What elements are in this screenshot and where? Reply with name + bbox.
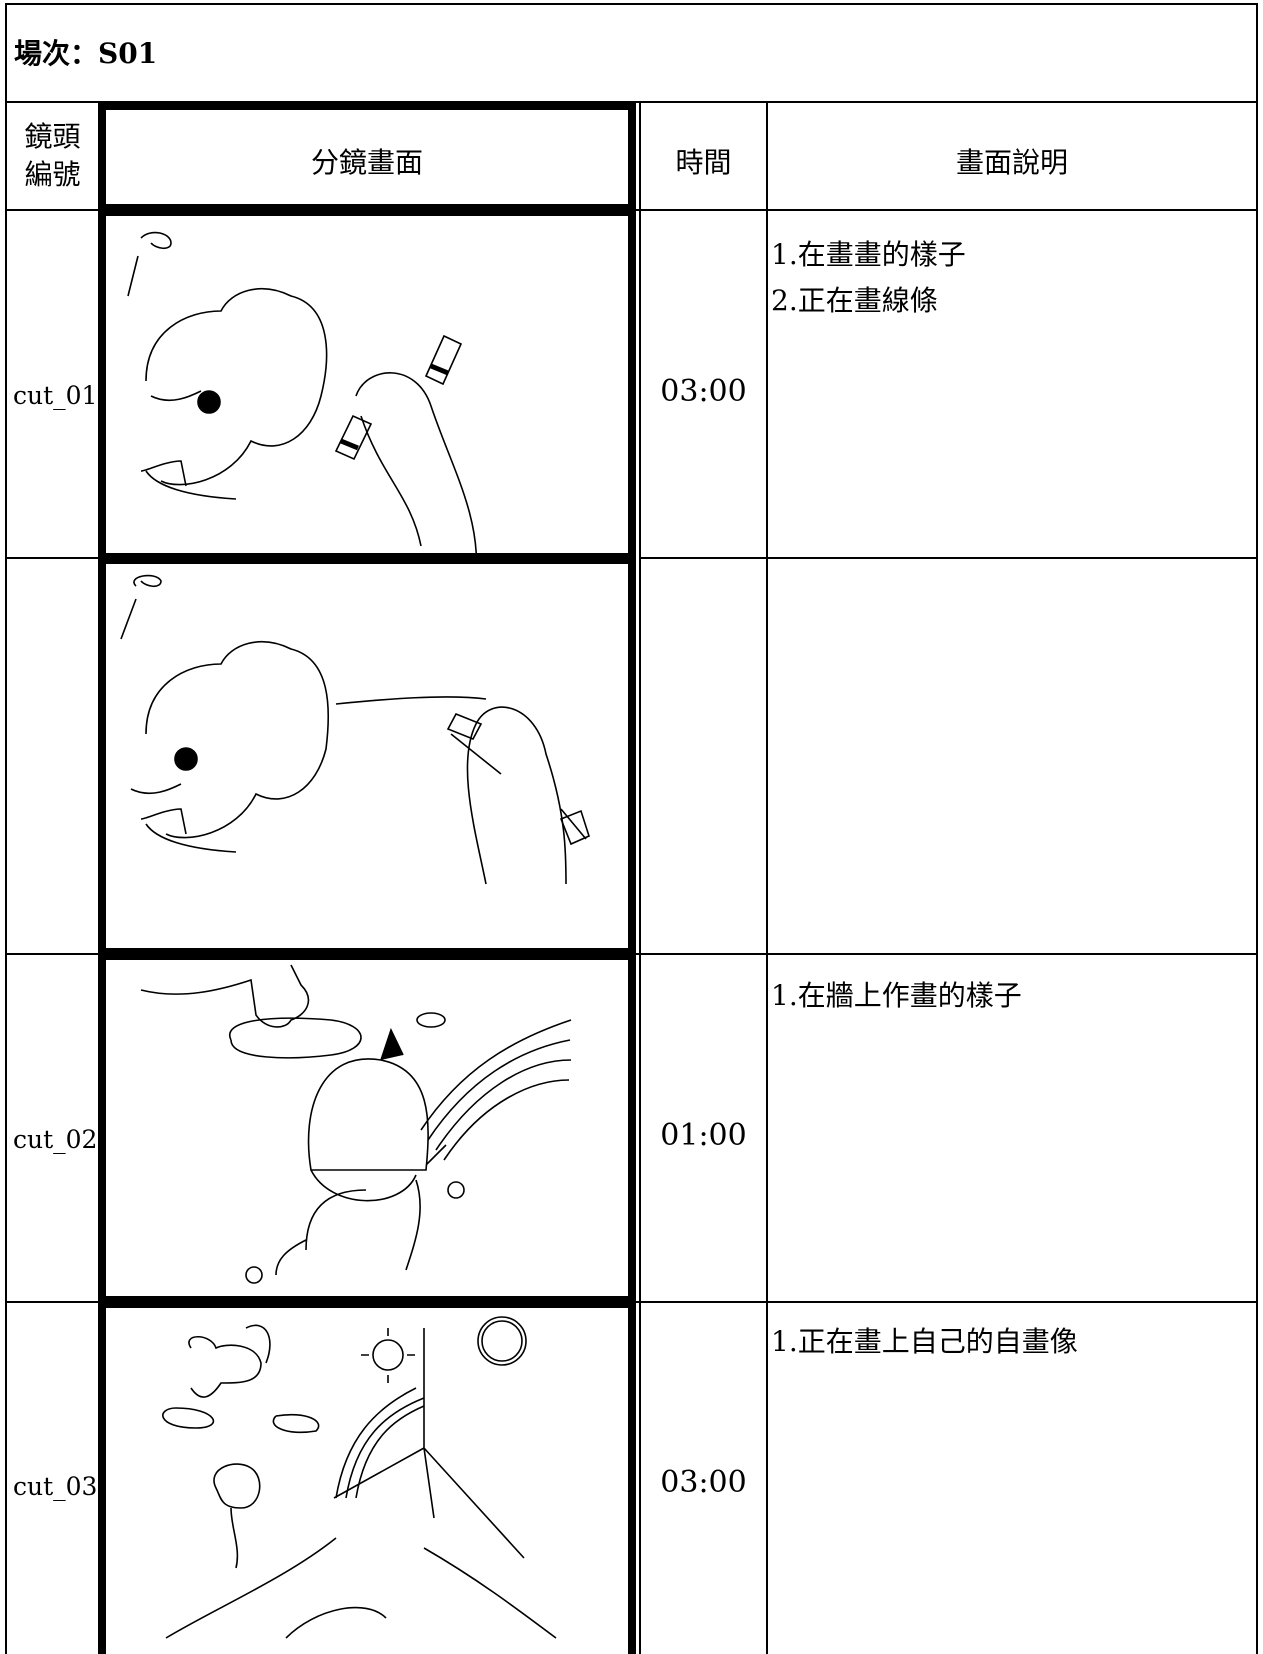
shot-number: cut_03: [13, 1472, 98, 1501]
rule: [106, 948, 636, 960]
rule: [106, 102, 636, 110]
shot-notes: 1.在牆上作畫的樣子: [771, 976, 1022, 1016]
rule: [766, 102, 768, 1654]
note: 2.正在畫線條: [771, 284, 938, 317]
shot-time: 03:00: [660, 374, 747, 409]
rule: [639, 557, 1258, 559]
note: 1.在畫畫的樣子: [771, 238, 966, 271]
column-header-line: 鏡頭: [24, 120, 81, 153]
shot-time: 03:00: [660, 1465, 747, 1500]
panel-sketch: [140, 964, 572, 1284]
rule: [106, 204, 636, 216]
rule: [628, 102, 636, 1654]
note: 1.在牆上作畫的樣子: [771, 979, 1022, 1012]
note: 1.正在畫上自己的自畫像: [771, 1325, 1078, 1358]
shot-notes: 1.在畫畫的樣子 2.正在畫線條: [771, 232, 966, 324]
scene-title: 場次：S01: [14, 37, 158, 70]
rule: [106, 1296, 636, 1308]
shot-number: cut_01: [13, 381, 98, 410]
rule: [106, 553, 636, 564]
shot-time: 01:00: [660, 1118, 747, 1153]
column-header: 畫面說明: [955, 146, 1068, 179]
panel-sketch: [162, 1316, 557, 1639]
shot-number: cut_02: [13, 1125, 98, 1154]
column-header: 鏡頭 編號: [5, 118, 100, 194]
panel-sketch: [127, 231, 478, 553]
rule: [98, 102, 106, 1654]
column-header: 時間: [675, 146, 732, 179]
rule: [5, 3, 7, 1654]
rule: [1256, 3, 1258, 1654]
rule: [639, 102, 641, 1654]
panel-sketch: [120, 574, 590, 885]
shot-notes: 1.正在畫上自己的自畫像: [771, 1322, 1078, 1362]
rule: [5, 557, 100, 559]
rule: [5, 3, 1258, 5]
column-header: 分鏡畫面: [310, 146, 423, 179]
column-header-line: 編號: [24, 158, 81, 191]
